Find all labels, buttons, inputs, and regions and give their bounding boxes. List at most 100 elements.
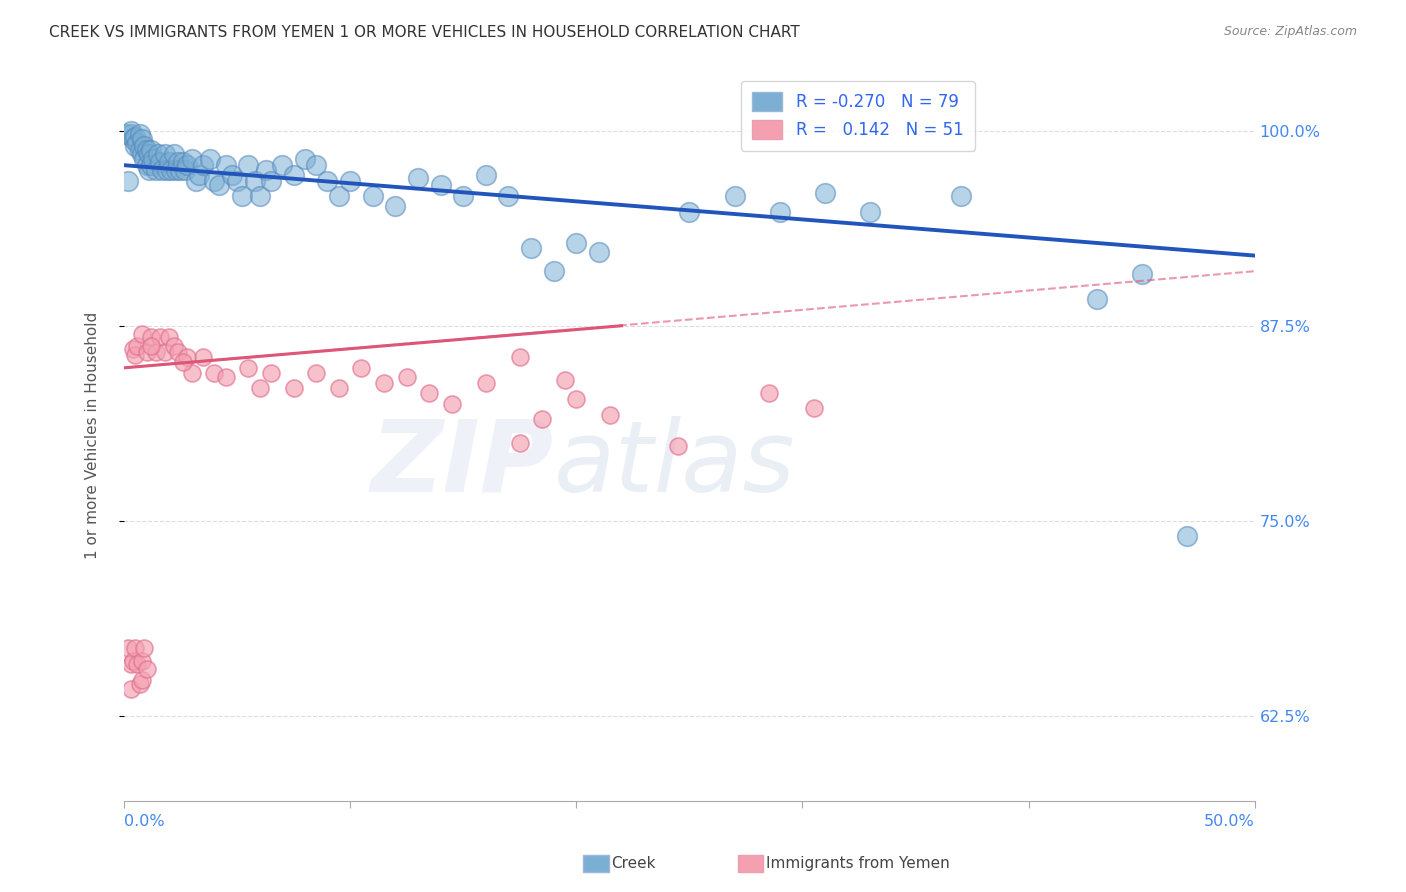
Point xyxy=(131,131,153,145)
Point xyxy=(418,385,440,400)
Point xyxy=(149,329,172,343)
Point xyxy=(120,681,142,696)
Text: ZIP: ZIP xyxy=(371,416,554,513)
Point xyxy=(599,408,621,422)
Point xyxy=(238,360,260,375)
Point xyxy=(249,381,271,395)
Point xyxy=(554,373,576,387)
Point xyxy=(139,158,162,172)
Point xyxy=(475,168,498,182)
Point xyxy=(153,147,176,161)
Point xyxy=(1175,529,1198,543)
Point xyxy=(131,326,153,341)
Point xyxy=(328,189,350,203)
Text: 0.0%: 0.0% xyxy=(124,814,165,829)
Point xyxy=(243,174,266,188)
Point xyxy=(138,162,160,177)
Point xyxy=(180,152,202,166)
Point xyxy=(509,350,531,364)
Point xyxy=(153,345,176,359)
Point xyxy=(124,130,146,145)
Text: CREEK VS IMMIGRANTS FROM YEMEN 1 OR MORE VEHICLES IN HOUSEHOLD CORRELATION CHART: CREEK VS IMMIGRANTS FROM YEMEN 1 OR MORE… xyxy=(49,25,800,40)
Point xyxy=(145,345,167,359)
Point xyxy=(202,366,225,380)
Point xyxy=(138,147,160,161)
Point xyxy=(543,264,565,278)
Point xyxy=(231,189,253,203)
Point xyxy=(271,158,294,172)
Point xyxy=(475,376,498,391)
Point xyxy=(588,245,610,260)
Point xyxy=(150,162,173,177)
Point xyxy=(117,641,139,656)
Point xyxy=(135,662,157,676)
Point xyxy=(122,342,145,356)
Point xyxy=(139,143,162,157)
Point xyxy=(238,158,260,172)
Point xyxy=(167,155,190,169)
Point xyxy=(305,366,328,380)
Point xyxy=(215,158,238,172)
Point xyxy=(283,168,305,182)
Point xyxy=(142,152,165,166)
Point xyxy=(520,241,543,255)
Point xyxy=(163,339,186,353)
Point xyxy=(165,162,187,177)
Point xyxy=(814,186,837,201)
Point xyxy=(156,162,179,177)
Point xyxy=(221,168,243,182)
Point xyxy=(769,205,792,219)
Point xyxy=(666,439,689,453)
Point xyxy=(758,385,780,400)
Point xyxy=(180,366,202,380)
Point xyxy=(509,435,531,450)
Point xyxy=(163,147,186,161)
Point xyxy=(145,162,167,177)
Point xyxy=(1130,268,1153,282)
Point xyxy=(157,155,180,169)
Point xyxy=(198,152,221,166)
Point xyxy=(260,174,283,188)
Point xyxy=(678,205,700,219)
Point xyxy=(115,127,138,141)
Point xyxy=(128,127,150,141)
Point xyxy=(384,199,406,213)
Point xyxy=(176,158,198,172)
Point xyxy=(135,158,157,172)
Text: 50.0%: 50.0% xyxy=(1204,814,1254,829)
Legend: R = -0.270   N = 79, R =   0.142   N = 51: R = -0.270 N = 79, R = 0.142 N = 51 xyxy=(741,80,976,151)
Point xyxy=(131,654,153,668)
Point xyxy=(723,189,745,203)
Point xyxy=(859,205,882,219)
Point xyxy=(169,162,191,177)
Point xyxy=(260,366,283,380)
Point xyxy=(254,162,277,177)
Point xyxy=(124,139,146,153)
Point xyxy=(440,397,463,411)
Point xyxy=(498,189,520,203)
Point xyxy=(803,401,825,416)
Text: atlas: atlas xyxy=(554,416,796,513)
Point xyxy=(451,189,474,203)
Point xyxy=(124,641,146,656)
Point xyxy=(157,329,180,343)
Point xyxy=(135,143,157,157)
Point xyxy=(1085,292,1108,306)
Point xyxy=(249,189,271,203)
Point xyxy=(134,641,156,656)
Point xyxy=(124,348,146,362)
Point xyxy=(406,170,429,185)
Point xyxy=(565,236,588,251)
Point xyxy=(160,162,183,177)
Point xyxy=(191,350,214,364)
Point xyxy=(127,136,149,151)
Point xyxy=(339,174,361,188)
Point xyxy=(350,360,373,375)
Point xyxy=(134,152,156,166)
Text: Creek: Creek xyxy=(612,856,657,871)
Point xyxy=(373,376,395,391)
Text: Source: ZipAtlas.com: Source: ZipAtlas.com xyxy=(1223,25,1357,38)
Point xyxy=(328,381,350,395)
Point xyxy=(128,143,150,157)
Point xyxy=(294,152,316,166)
